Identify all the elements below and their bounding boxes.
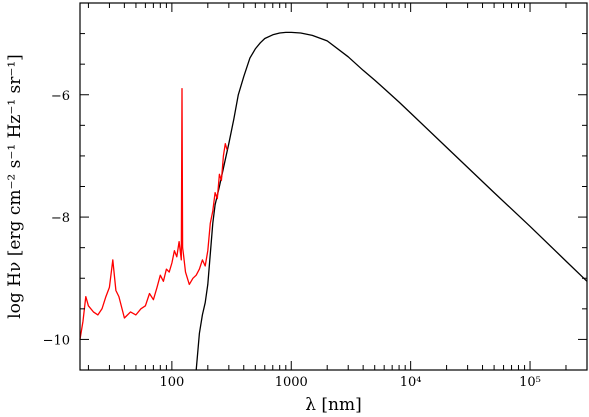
x-axis-label: λ [nm] (305, 395, 362, 415)
y-tick-label: −8 (51, 211, 70, 226)
series-0-line (195, 31, 588, 371)
series-layer (79, 31, 588, 371)
x-tick-label: 10⁴ (400, 375, 422, 390)
x-tick-label: 10⁵ (519, 375, 541, 390)
series-1-line (79, 87, 228, 340)
x-tick-label: 100 (159, 375, 184, 390)
y-axis-label: log Hν [erg cm⁻² s⁻¹ Hz⁻¹ sr⁻¹] (5, 54, 25, 319)
tick-layer: 100 1000 10⁴ 10⁵ −10 −8 −6 (43, 2, 588, 390)
y-tick-label: −6 (51, 89, 70, 104)
plot-frame (79, 2, 588, 371)
y-tick-label: −10 (43, 333, 70, 348)
x-tick-label: 1000 (275, 375, 308, 390)
